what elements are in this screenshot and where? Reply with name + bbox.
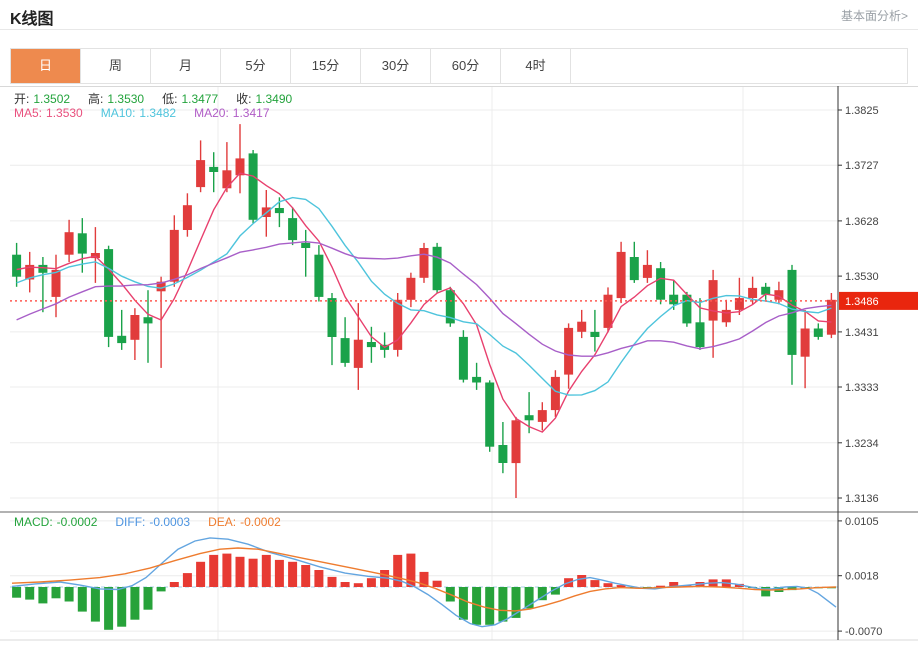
readout-label: MA5: xyxy=(14,106,43,120)
price-tick-label: 1.3431 xyxy=(845,327,879,339)
readout-value: -0.0002 xyxy=(240,515,281,529)
readout-value: -0.0002 xyxy=(56,515,98,529)
price-tick-label: 1.3333 xyxy=(845,382,879,394)
tab-月[interactable]: 月 xyxy=(151,49,221,83)
readout-value: 1.3482 xyxy=(139,106,177,120)
macd-tick-label: -0.0070 xyxy=(845,626,882,638)
readout-value: 1.3490 xyxy=(255,92,293,106)
ohlc-readout: 开: 1.3502 高: 1.3530 低: 1.3477 收: 1.3490 xyxy=(14,90,310,107)
tab-30分[interactable]: 30分 xyxy=(361,49,431,83)
readout-value: 1.3477 xyxy=(181,92,219,106)
ma20-line xyxy=(16,240,832,357)
macd-tick-label: 0.0018 xyxy=(845,571,879,583)
candles-layer xyxy=(12,124,836,498)
chart-svg[interactable]: 1.3825 1.3727 1.3628 1.3530 1.3431 1.3333 1.32… xyxy=(0,86,918,642)
price-tick-label: 1.3825 xyxy=(845,105,879,117)
readout-label: 高: xyxy=(88,92,104,106)
readout-label: 低: xyxy=(162,92,178,106)
readout-value: 1.3502 xyxy=(33,92,71,106)
readout-value: 1.3417 xyxy=(232,106,270,120)
kline-chart[interactable]: 1.3825 1.3727 1.3628 1.3530 1.3431 1.3333 1.32… xyxy=(0,86,918,642)
macd-tick-label: 0.0105 xyxy=(845,516,879,528)
interval-tabbar: 日周月 5分 15分 30分 60分 4时 xyxy=(10,48,908,84)
readout-value: 1.3530 xyxy=(46,106,83,120)
tab-15分[interactable]: 15分 xyxy=(291,49,361,83)
readout-label: 开: xyxy=(14,92,30,106)
tab-5分[interactable]: 5分 xyxy=(221,49,291,83)
dea-line xyxy=(11,547,837,612)
current-price-badge: 1.3486 xyxy=(839,291,918,310)
price-tick-label: 1.3727 xyxy=(845,160,879,172)
tab-周[interactable]: 周 xyxy=(81,49,151,83)
readout-label: MA20: xyxy=(194,106,229,120)
tab-60分[interactable]: 60分 xyxy=(431,49,501,83)
ma5-line xyxy=(16,172,832,433)
fundamental-analysis-link[interactable]: 基本面分析> xyxy=(840,9,908,23)
readout-value: -0.0003 xyxy=(149,515,191,529)
price-tick-label: 1.3628 xyxy=(845,216,879,228)
ma-readout: MA5: 1.3530 MA10: 1.3482 MA20: 1.3417 xyxy=(14,106,288,120)
readout-label: MACD: xyxy=(14,515,53,529)
price-tick-label: 1.3530 xyxy=(845,271,879,283)
page-title: K线图 xyxy=(10,11,54,28)
readout-value: 1.3530 xyxy=(107,92,145,106)
price-tick-label: 1.3234 xyxy=(845,438,879,450)
readout-label: DIFF: xyxy=(115,515,146,529)
readout-label: 收: xyxy=(236,92,252,106)
readout-label: DEA: xyxy=(208,515,237,529)
page-header: K线图 基本面分析> xyxy=(0,0,918,30)
diff-line xyxy=(11,537,837,628)
readout-label: MA10: xyxy=(100,106,136,120)
tab-日[interactable]: 日 xyxy=(11,49,81,83)
ma10-line xyxy=(16,196,832,396)
price-tick-label: 1.3136 xyxy=(845,493,879,505)
macd-readout: MACD: -0.0002 DIFF: -0.0003 DEA: -0.0002 xyxy=(14,515,299,529)
svg-text:1.3486: 1.3486 xyxy=(845,296,879,308)
tab-4时[interactable]: 4时 xyxy=(501,49,571,83)
